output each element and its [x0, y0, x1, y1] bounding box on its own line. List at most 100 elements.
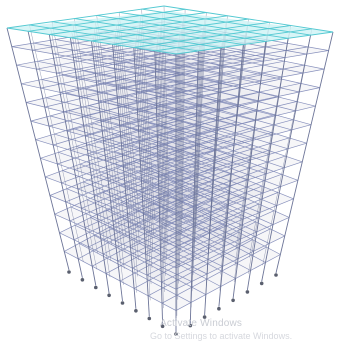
column	[91, 40, 123, 302]
interior-column	[192, 31, 203, 276]
interior-column	[96, 15, 127, 237]
pin-support	[107, 293, 111, 298]
column	[69, 37, 110, 294]
interior-column	[161, 18, 168, 244]
floor-beam	[139, 114, 275, 152]
pin-support	[259, 281, 264, 286]
column	[275, 31, 334, 274]
interior-column	[51, 21, 98, 254]
interior-column	[180, 21, 183, 252]
column	[133, 47, 150, 317]
interior-column	[92, 34, 124, 285]
floor-beam	[130, 196, 244, 249]
floor-beam	[108, 138, 235, 182]
column	[48, 34, 97, 286]
interior-column	[208, 15, 228, 235]
pin-support	[245, 290, 250, 294]
interior-column	[72, 24, 112, 261]
interior-column	[136, 34, 152, 285]
roof-level	[6, 5, 334, 55]
floor-beam	[126, 161, 250, 208]
floor-beam	[137, 78, 282, 110]
pin-support	[274, 273, 278, 277]
interior-column	[179, 28, 182, 268]
interior-column	[71, 31, 111, 278]
roof-beam	[6, 5, 165, 29]
roof-beam	[154, 28, 312, 52]
floor-beam	[175, 124, 312, 162]
columns	[6, 5, 334, 332]
floor-beam	[124, 144, 252, 188]
floor-beam	[49, 147, 168, 196]
pin-support	[174, 332, 178, 336]
pin-support	[160, 324, 165, 329]
interior-column	[95, 21, 126, 253]
pin-support	[217, 306, 221, 311]
floor-beam	[117, 207, 227, 262]
floor-beam	[40, 116, 167, 159]
interior-column	[177, 41, 179, 300]
interior-column	[50, 28, 97, 270]
floor-beam	[138, 96, 279, 131]
interior-column	[221, 25, 248, 259]
interior-column	[193, 25, 204, 259]
roof-beam	[112, 21, 270, 45]
interior-column	[93, 28, 125, 269]
interior-column	[118, 12, 141, 228]
floor-beam	[161, 246, 267, 304]
interior-column	[191, 44, 200, 308]
pin-support	[80, 278, 85, 282]
column	[27, 31, 83, 278]
interior-column	[262, 28, 313, 266]
column	[112, 44, 137, 309]
interior-column	[156, 44, 164, 309]
column	[189, 50, 199, 324]
interior-column	[178, 34, 181, 284]
interior-column	[117, 18, 140, 245]
floor-beam	[121, 109, 257, 147]
interior-column	[222, 18, 249, 243]
pin-support	[202, 315, 207, 319]
roof-beam	[49, 12, 207, 35]
pin-support	[67, 270, 71, 274]
pin-support	[134, 309, 138, 313]
floor-beam	[175, 217, 290, 269]
interior-column	[158, 31, 166, 276]
floor-beam	[175, 50, 329, 76]
floor-beam	[147, 239, 253, 297]
floor-beam	[175, 235, 285, 290]
floor-beam	[40, 57, 185, 89]
activate-windows-hint: Go to Settings to activate Windows.	[150, 331, 293, 341]
floor-beam	[105, 121, 237, 162]
floor-beam	[141, 150, 269, 193]
interior-column	[159, 25, 167, 260]
interior-column	[191, 38, 202, 292]
floor-beam	[98, 70, 243, 102]
floor-beam	[175, 198, 294, 247]
floor-beam	[136, 60, 285, 90]
interior-column	[157, 37, 165, 292]
interior-column	[138, 21, 154, 252]
floor-beam	[132, 214, 242, 269]
activate-windows-watermark: Activate Windows	[160, 318, 243, 329]
interior-column	[74, 18, 113, 245]
roof-beam	[28, 8, 186, 32]
pin-support	[120, 301, 125, 305]
floor-beam	[110, 155, 233, 202]
roof-beam	[175, 31, 334, 55]
interior-column	[235, 22, 270, 250]
interior-column	[194, 18, 206, 243]
column	[261, 35, 312, 282]
floor-beam	[123, 126, 255, 167]
interior-column	[134, 41, 151, 301]
floor-slab	[26, 72, 316, 140]
interior-column	[249, 25, 291, 258]
column	[154, 50, 164, 325]
roof-beam	[70, 15, 228, 39]
pin-support	[94, 285, 98, 290]
interior-column	[113, 37, 137, 293]
roof-beam	[91, 18, 249, 42]
interior-column	[115, 31, 138, 277]
floor-beam	[133, 231, 239, 289]
